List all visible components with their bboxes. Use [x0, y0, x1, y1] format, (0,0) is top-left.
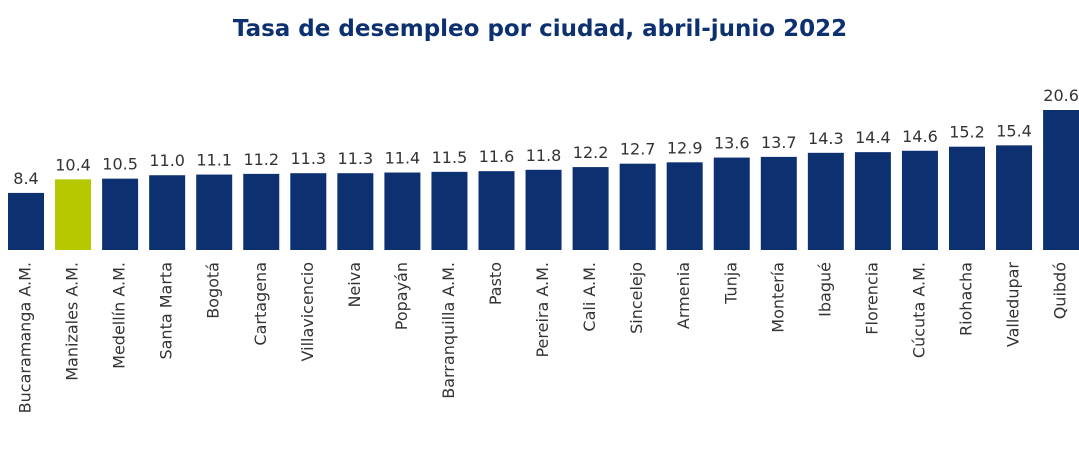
x-tick-label: Popayán: [392, 262, 411, 330]
bar: [666, 162, 703, 250]
bar: [572, 167, 609, 250]
data-label: 13.6: [714, 134, 750, 153]
bar: [525, 169, 562, 250]
x-tick-label: Manizales A.M.: [63, 262, 82, 381]
bar: [807, 152, 844, 250]
x-tick-label: Cartagena: [251, 262, 270, 346]
x-tick-label: Sincelejo: [627, 262, 646, 334]
bar: [196, 174, 233, 250]
data-label: 11.4: [385, 149, 421, 168]
x-tick-label: Ibagué: [815, 262, 834, 317]
data-label: 12.7: [620, 140, 656, 159]
data-label: 13.7: [761, 133, 797, 152]
bar: [8, 192, 44, 250]
bar: [760, 156, 797, 250]
bar: [102, 178, 139, 250]
data-label: 11.6: [479, 147, 515, 166]
x-tick-label: Bucaramanga A.M.: [16, 262, 35, 413]
x-tick-label: Medellín A.M.: [110, 262, 129, 369]
data-label: 15.4: [996, 121, 1032, 140]
data-label: 11.3: [338, 149, 374, 168]
x-tick-label: Cali A.M.: [580, 262, 599, 332]
x-tick-label: Neiva: [345, 262, 364, 308]
x-tick-label: Tunja: [721, 262, 740, 305]
x-tick-label: Armenia: [674, 262, 693, 329]
bar: [337, 173, 374, 250]
x-tick-label: Santa Marta: [157, 262, 176, 360]
x-tick-label: Montería: [768, 262, 787, 333]
x-tick-label: Riohacha: [957, 262, 976, 336]
bar: [290, 173, 327, 250]
x-tick-label: Pasto: [486, 262, 505, 305]
data-label: 11.2: [243, 150, 279, 169]
data-label: 15.2: [949, 123, 985, 142]
x-tick-label: Barranquilla A.M.: [439, 262, 458, 399]
bar: [619, 163, 656, 250]
x-tick-label: Valledupar: [1004, 262, 1023, 348]
data-label: 14.3: [808, 129, 844, 148]
x-tick-label: Quibdó: [1051, 262, 1070, 319]
data-label: 11.0: [149, 151, 185, 170]
data-label: 20.6: [1043, 86, 1079, 105]
bar: [901, 150, 938, 250]
bar: [713, 157, 750, 250]
data-label: 11.3: [290, 149, 326, 168]
x-tick-label: Bogotá: [204, 262, 223, 319]
chart-title: Tasa de desempleo por ciudad, abril-juni…: [233, 16, 847, 42]
data-label: 12.9: [667, 138, 703, 157]
x-tick-label: Florencia: [862, 262, 881, 335]
bar: [243, 173, 280, 250]
x-tick-label: Villavicencio: [298, 262, 317, 361]
data-label: 14.6: [902, 127, 938, 146]
bar: [996, 145, 1033, 250]
data-label: 11.5: [432, 148, 468, 167]
data-label: 11.1: [196, 151, 232, 170]
data-label: 11.8: [526, 146, 562, 165]
data-label: 10.4: [55, 155, 91, 174]
bar: [949, 146, 985, 250]
data-label: 12.2: [573, 143, 609, 162]
x-tick-label: Pereira A.M.: [533, 262, 552, 358]
bar: [1043, 110, 1079, 250]
data-label: 14.4: [855, 128, 891, 147]
bar: [55, 179, 92, 250]
data-label: 8.4: [13, 169, 38, 188]
data-label: 10.5: [102, 155, 138, 174]
bar: [149, 175, 186, 250]
x-tick-label: Cúcuta A.M.: [909, 262, 928, 358]
bar: [431, 171, 468, 250]
bar: [384, 172, 421, 250]
bar: [478, 171, 515, 250]
bar: [854, 152, 891, 250]
